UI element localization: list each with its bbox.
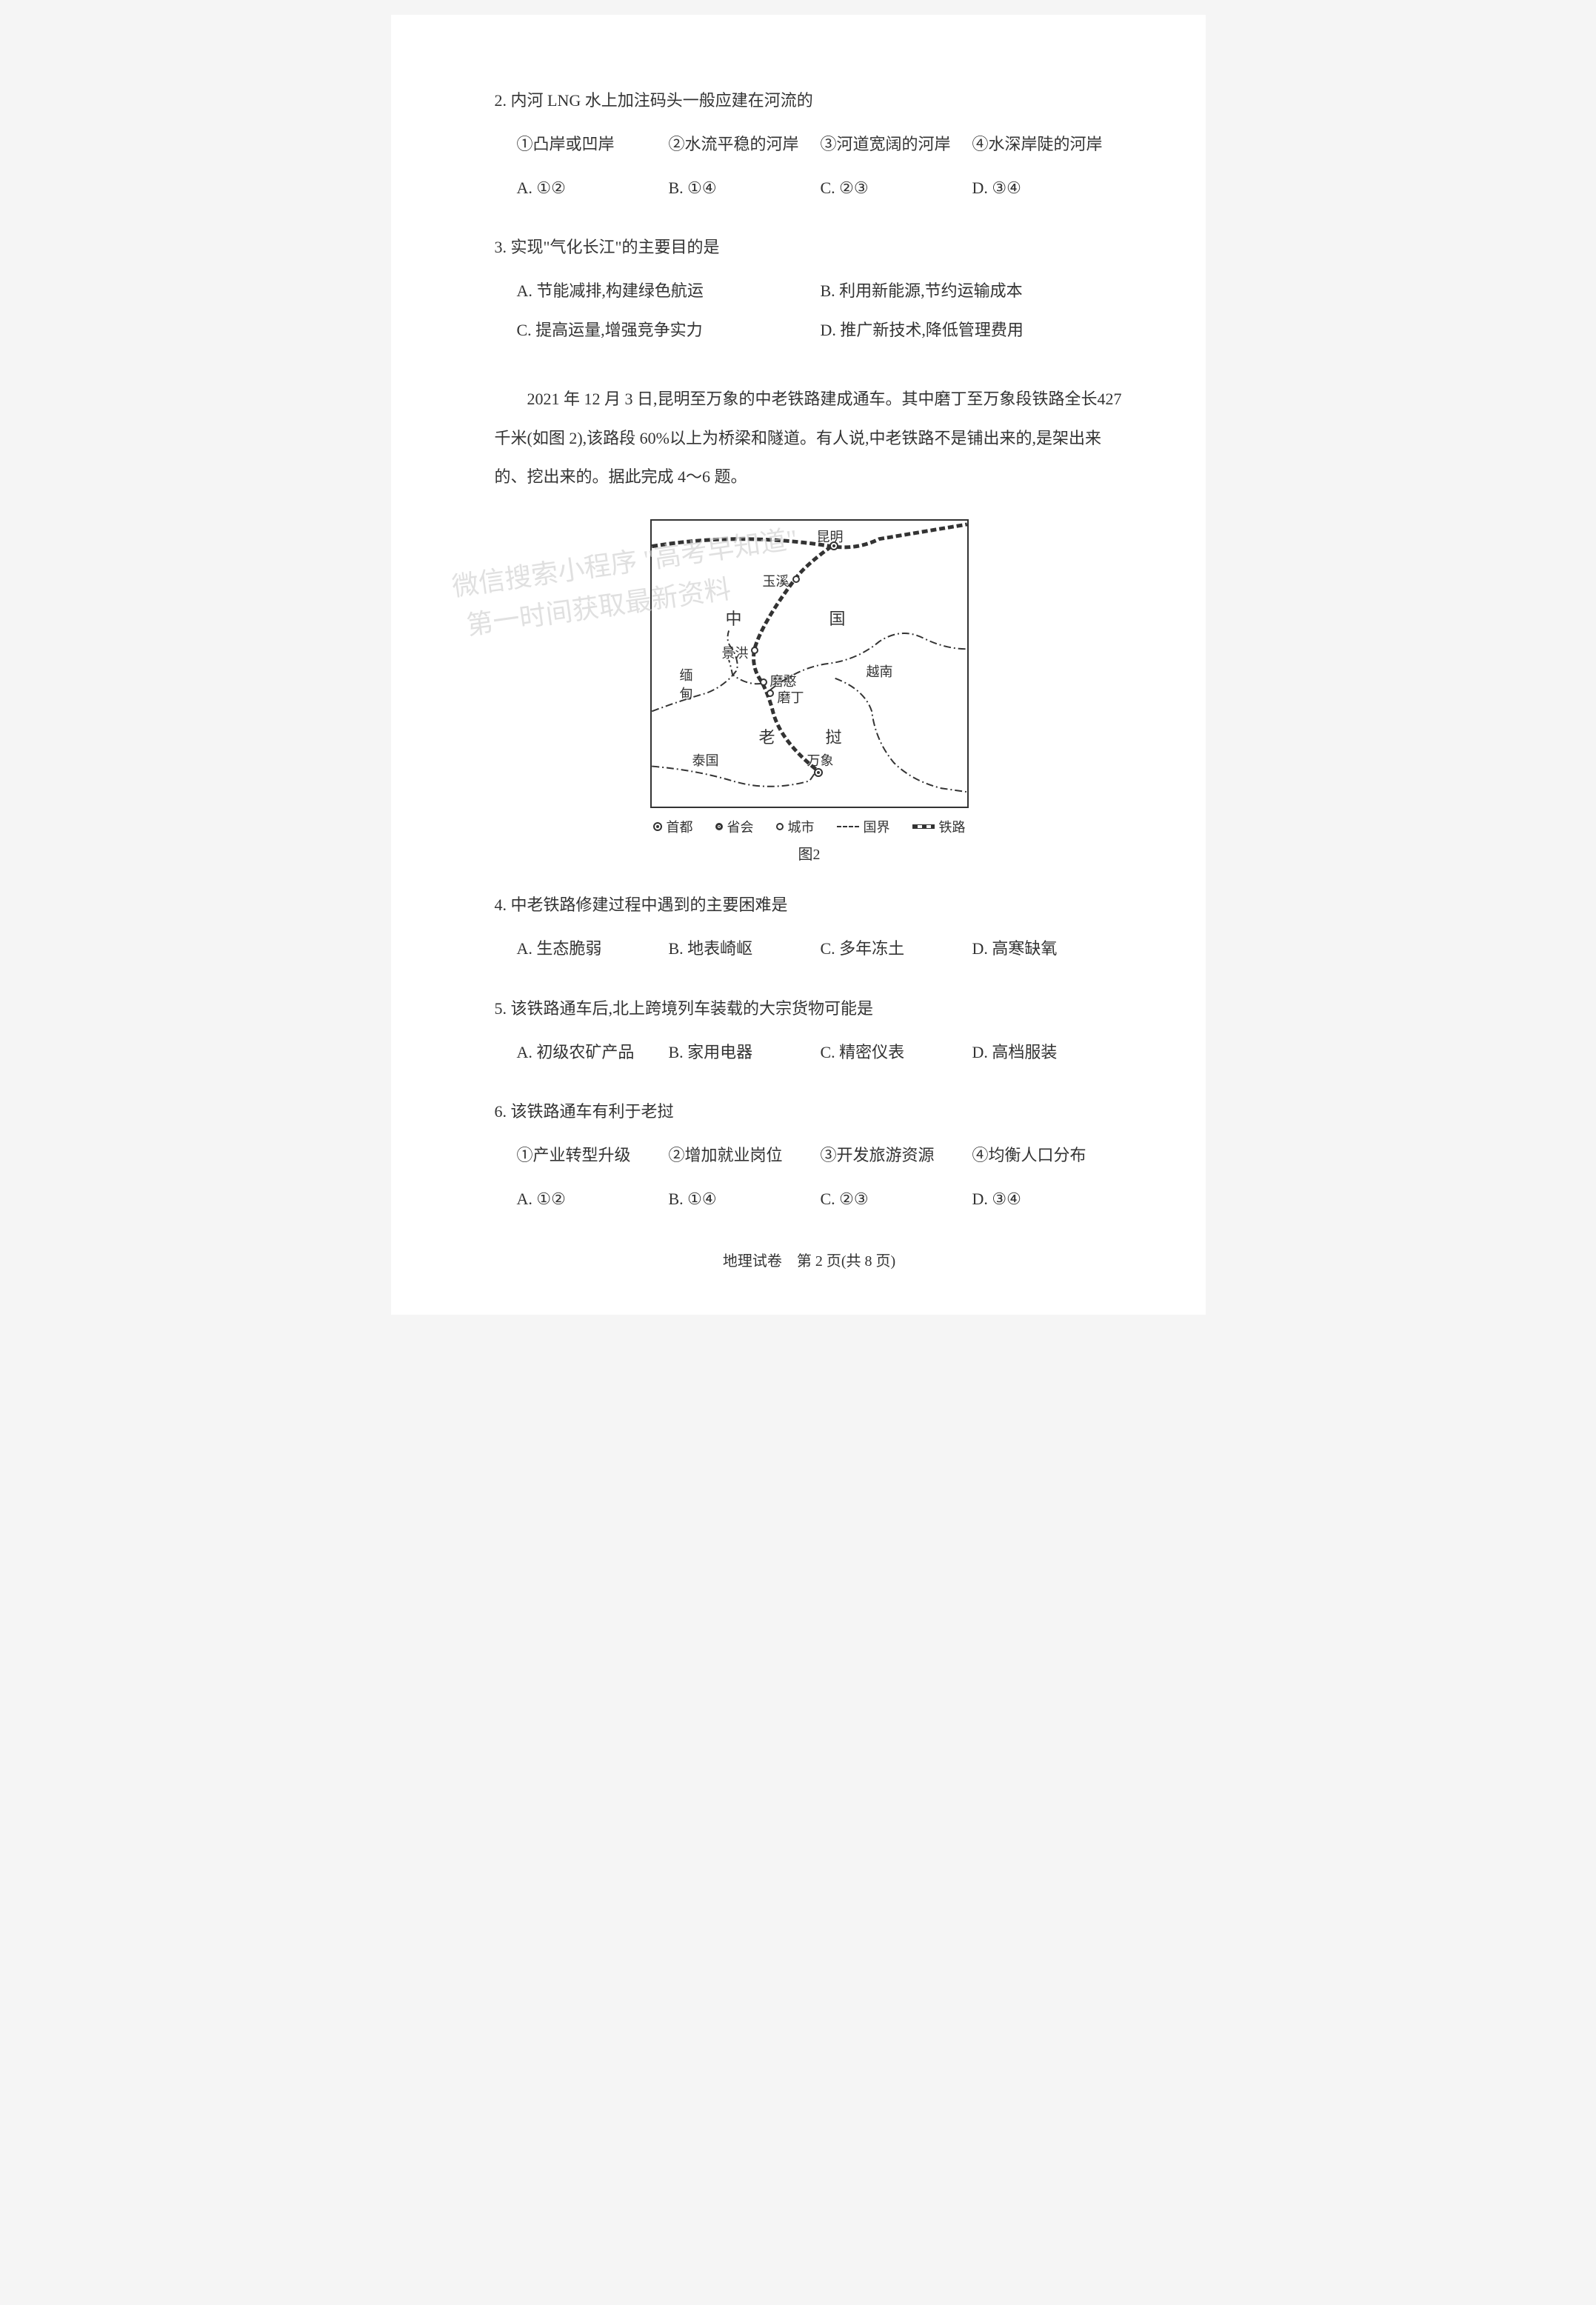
province-icon (715, 823, 723, 830)
option-b: B. ①④ (669, 169, 821, 208)
question-4-stem: 4. 中老铁路修建过程中遇到的主要困难是 (495, 886, 1124, 925)
label-moding: 磨丁 (778, 687, 804, 707)
option-b: B. ①④ (669, 1180, 821, 1219)
option-a: A. ①② (517, 1180, 669, 1219)
marker-yuxi (792, 576, 800, 583)
question-2-options: A. ①② B. ①④ C. ②③ D. ③④ (495, 169, 1124, 208)
question-6-options: A. ①② B. ①④ C. ②③ D. ③④ (495, 1180, 1124, 1219)
label-vientiane: 万象 (807, 750, 834, 770)
label-china1: 中 (726, 606, 742, 630)
label-laos1: 老 (759, 724, 775, 748)
label-jinghong: 景洪 (722, 643, 749, 662)
label-vietnam: 越南 (867, 661, 893, 681)
question-2: 2. 内河 LNG 水上加注码头一般应建在河流的 ①凸岸或凹岸 ②水流平稳的河岸… (495, 81, 1124, 207)
figure-2-caption: 图2 (495, 842, 1124, 864)
question-5-stem: 5. 该铁路通车后,北上跨境列车装载的大宗货物可能是 (495, 990, 1124, 1029)
marker-jinghong (751, 647, 758, 654)
question-6-suboptions: ①产业转型升级 ②增加就业岗位 ③开发旅游资源 ④均衡人口分布 (495, 1136, 1124, 1175)
label-laos2: 挝 (826, 724, 842, 748)
sub-option-4: ④水深岸陡的河岸 (972, 125, 1124, 164)
option-c: C. 多年冻土 (821, 930, 972, 969)
option-d: D. 高档服装 (972, 1033, 1124, 1073)
option-b: B. 地表崎岖 (669, 930, 821, 969)
question-4: 4. 中老铁路修建过程中遇到的主要困难是 A. 生态脆弱 B. 地表崎岖 C. … (495, 886, 1124, 969)
question-3-options: A. 节能减排,构建绿色航运 B. 利用新能源,节约运输成本 C. 提高运量,增… (495, 272, 1124, 350)
question-3: 3. 实现"气化长江"的主要目的是 A. 节能减排,构建绿色航运 B. 利用新能… (495, 228, 1124, 350)
question-2-suboptions: ①凸岸或凹岸 ②水流平稳的河岸 ③河道宽阔的河岸 ④水深岸陡的河岸 (495, 125, 1124, 164)
question-5: 5. 该铁路通车后,北上跨境列车装载的大宗货物可能是 A. 初级农矿产品 B. … (495, 990, 1124, 1073)
sub-option-2: ②水流平稳的河岸 (669, 125, 821, 164)
legend-capital: 首都 (653, 817, 693, 836)
question-5-options: A. 初级农矿产品 B. 家用电器 C. 精密仪表 D. 高档服装 (495, 1033, 1124, 1073)
option-a: A. 生态脆弱 (517, 930, 669, 969)
option-a: A. 节能减排,构建绿色航运 (517, 272, 821, 311)
passage-text: 2021 年 12 月 3 日,昆明至万象的中老铁路建成通车。其中磨丁至万象段铁… (495, 380, 1124, 497)
question-3-stem: 3. 实现"气化长江"的主要目的是 (495, 228, 1124, 267)
marker-mohan (760, 678, 767, 686)
map-legend: 首都 省会 城市 国界 铁路 (495, 817, 1124, 836)
city-icon (776, 823, 784, 830)
option-c: C. 提高运量,增强竞争实力 (517, 311, 821, 350)
railway-icon (912, 824, 935, 829)
sub-option-1: ①凸岸或凹岸 (517, 125, 669, 164)
legend-city: 城市 (776, 817, 815, 836)
option-c: C. 精密仪表 (821, 1033, 972, 1073)
exam-page: 2. 内河 LNG 水上加注码头一般应建在河流的 ①凸岸或凹岸 ②水流平稳的河岸… (391, 15, 1206, 1315)
question-2-stem: 2. 内河 LNG 水上加注码头一般应建在河流的 (495, 81, 1124, 121)
legend-capital-label: 首都 (667, 817, 693, 836)
figure-2-container: 微信搜索小程序 "高考早知道" 第一时间获取最新资料 昆明 (495, 519, 1124, 808)
sub-option-1: ①产业转型升级 (517, 1136, 669, 1175)
option-d: D. ③④ (972, 1180, 1124, 1219)
border-icon (837, 826, 859, 827)
legend-province: 省会 (715, 817, 754, 836)
page-footer: 地理试卷 第 2 页(共 8 页) (495, 1249, 1124, 1270)
marker-moding (767, 690, 774, 697)
option-b: B. 利用新能源,节约运输成本 (821, 272, 1124, 311)
option-d: D. ③④ (972, 169, 1124, 208)
sub-option-2: ②增加就业岗位 (669, 1136, 821, 1175)
legend-border-label: 国界 (864, 817, 890, 836)
legend-railway: 铁路 (912, 817, 966, 836)
option-c: C. ②③ (821, 169, 972, 208)
label-kunming: 昆明 (817, 527, 844, 546)
capital-icon (653, 822, 662, 831)
question-6-stem: 6. 该铁路通车有利于老挝 (495, 1093, 1124, 1132)
sub-option-3: ③开发旅游资源 (821, 1136, 972, 1175)
label-thailand: 泰国 (692, 750, 719, 770)
option-a: A. 初级农矿产品 (517, 1033, 669, 1073)
legend-city-label: 城市 (788, 817, 815, 836)
legend-province-label: 省会 (727, 817, 754, 836)
question-6: 6. 该铁路通车有利于老挝 ①产业转型升级 ②增加就业岗位 ③开发旅游资源 ④均… (495, 1093, 1124, 1218)
sub-option-4: ④均衡人口分布 (972, 1136, 1124, 1175)
option-b: B. 家用电器 (669, 1033, 821, 1073)
label-myanmar2: 甸 (680, 684, 693, 703)
sub-option-3: ③河道宽阔的河岸 (821, 125, 972, 164)
option-d: D. 高寒缺氧 (972, 930, 1124, 969)
legend-border: 国界 (837, 817, 890, 836)
question-4-options: A. 生态脆弱 B. 地表崎岖 C. 多年冻土 D. 高寒缺氧 (495, 930, 1124, 969)
label-myanmar1: 缅 (680, 665, 693, 684)
option-c: C. ②③ (821, 1180, 972, 1219)
option-a: A. ①② (517, 169, 669, 208)
label-china2: 国 (829, 606, 846, 630)
label-yuxi: 玉溪 (763, 571, 789, 590)
map-box: 昆明 玉溪 中 国 景洪 磨憨 磨丁 缅 甸 老 挝 越南 泰国 万象 (650, 519, 969, 808)
option-d: D. 推广新技术,降低管理费用 (821, 311, 1124, 350)
legend-railway-label: 铁路 (939, 817, 966, 836)
